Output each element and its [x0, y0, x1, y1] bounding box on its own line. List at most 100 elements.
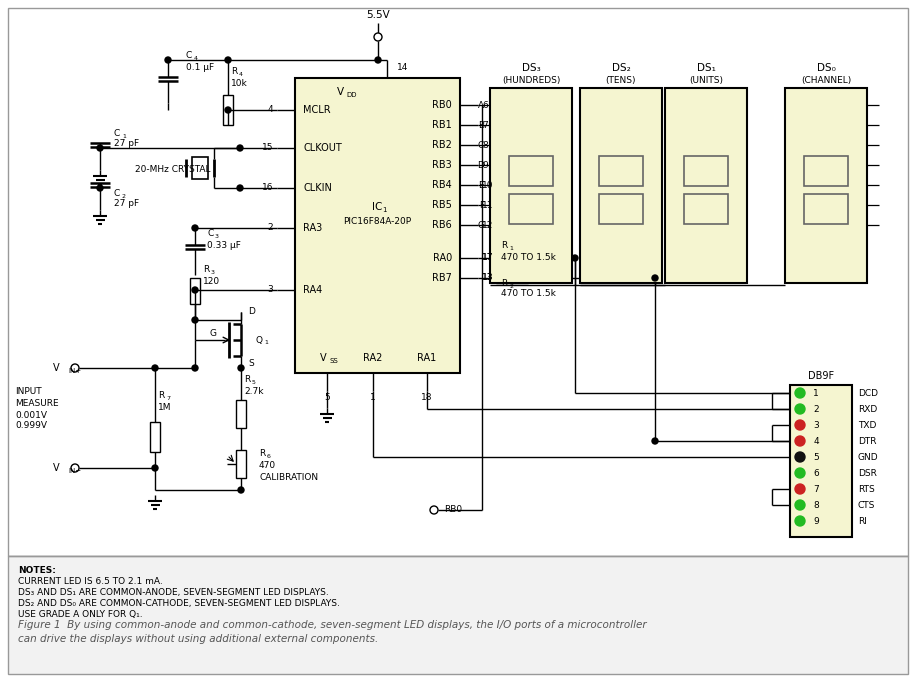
Bar	[8, 556, 908, 674]
Circle shape	[795, 404, 805, 414]
Text: 3: 3	[211, 271, 215, 275]
Text: C: C	[186, 50, 192, 60]
Text: DS₀: DS₀	[817, 63, 835, 73]
Text: 9: 9	[813, 517, 819, 526]
Text: DS₃ AND DS₁ ARE COMMON-ANODE, SEVEN-SEGMENT LED DISPLAYS.: DS₃ AND DS₁ ARE COMMON-ANODE, SEVEN-SEGM…	[18, 588, 329, 597]
Text: 5: 5	[252, 381, 255, 386]
Text: 10k: 10k	[231, 80, 248, 88]
Text: 5.5V: 5.5V	[366, 10, 390, 20]
Text: 4: 4	[239, 73, 243, 78]
Text: RB7: RB7	[432, 273, 452, 283]
Circle shape	[152, 365, 158, 371]
Text: RB2: RB2	[432, 140, 452, 150]
Text: 20-MHz CRYSTAL: 20-MHz CRYSTAL	[135, 165, 210, 175]
Circle shape	[237, 145, 243, 151]
Text: 2: 2	[267, 224, 273, 233]
Text: DS₂: DS₂	[612, 63, 630, 73]
Text: DSR: DSR	[858, 469, 877, 477]
Text: 3: 3	[215, 235, 219, 239]
Bar	[496, 273, 528, 283]
Text: F: F	[479, 201, 484, 209]
Circle shape	[572, 255, 578, 261]
Text: C: C	[478, 141, 484, 150]
Text: DCD: DCD	[858, 388, 878, 398]
Text: 1: 1	[813, 388, 819, 398]
Text: can drive the displays without using additional external components.: can drive the displays without using add…	[18, 634, 379, 644]
Circle shape	[795, 436, 805, 446]
Bar	[599, 194, 643, 224]
Text: 1: 1	[370, 392, 376, 401]
Text: 2.7k: 2.7k	[244, 388, 264, 396]
Text: IC: IC	[372, 202, 382, 212]
Text: (CHANNEL): (CHANNEL)	[800, 75, 851, 84]
Text: RB6: RB6	[432, 220, 452, 230]
Text: R: R	[244, 375, 250, 384]
Text: 3: 3	[813, 420, 819, 430]
Circle shape	[795, 388, 805, 398]
Text: R: R	[203, 265, 210, 275]
Circle shape	[795, 420, 805, 430]
Circle shape	[652, 275, 658, 281]
Text: 13: 13	[482, 273, 494, 282]
Text: R: R	[501, 279, 507, 288]
Text: 12: 12	[482, 220, 494, 230]
Circle shape	[97, 145, 103, 151]
Text: CURRENT LED IS 6.5 TO 2.1 mA.: CURRENT LED IS 6.5 TO 2.1 mA.	[18, 577, 163, 586]
Text: 10: 10	[482, 180, 494, 190]
Text: Q: Q	[255, 335, 262, 345]
Text: 0.1 μF: 0.1 μF	[186, 63, 214, 71]
Text: RA3: RA3	[303, 223, 323, 233]
Text: MCLR: MCLR	[303, 105, 331, 115]
Text: CALIBRATION: CALIBRATION	[259, 473, 318, 483]
Circle shape	[192, 365, 198, 371]
Text: 18: 18	[421, 392, 433, 401]
Text: 4: 4	[194, 56, 198, 61]
Text: 470: 470	[259, 462, 276, 471]
Text: 2: 2	[509, 284, 513, 288]
Circle shape	[795, 468, 805, 478]
Text: 4: 4	[813, 437, 819, 445]
Text: 17: 17	[482, 254, 494, 262]
Circle shape	[97, 185, 103, 191]
Text: 2: 2	[122, 194, 126, 199]
Text: 8: 8	[482, 141, 488, 150]
Text: DS₃: DS₃	[522, 63, 540, 73]
Bar	[580, 88, 662, 283]
Text: 11: 11	[482, 201, 494, 209]
Bar	[804, 156, 848, 186]
Bar	[223, 95, 233, 125]
Circle shape	[238, 487, 244, 493]
Circle shape	[192, 225, 198, 231]
Text: G: G	[210, 330, 217, 339]
Text: RA4: RA4	[303, 285, 323, 295]
Text: 16: 16	[262, 184, 273, 192]
Text: 1: 1	[382, 207, 387, 213]
Circle shape	[238, 365, 244, 371]
Text: A: A	[478, 101, 484, 109]
Text: IN−: IN−	[68, 468, 81, 474]
Text: PIC16F84A-20P: PIC16F84A-20P	[343, 216, 411, 226]
Text: RI: RI	[858, 517, 867, 526]
Text: RB4: RB4	[432, 180, 452, 190]
Circle shape	[152, 465, 158, 471]
Text: 27 pF: 27 pF	[114, 199, 139, 209]
Circle shape	[192, 287, 198, 293]
Bar	[8, 8, 908, 556]
Text: RXD: RXD	[858, 405, 878, 413]
Text: MEASURE: MEASURE	[15, 400, 59, 409]
Circle shape	[375, 57, 381, 63]
Bar	[192, 157, 208, 179]
Text: 7: 7	[166, 396, 170, 401]
Text: 1: 1	[122, 133, 126, 139]
Text: 6: 6	[813, 469, 819, 477]
Text: V: V	[337, 87, 344, 97]
Circle shape	[165, 57, 171, 63]
Text: G: G	[477, 220, 484, 230]
Bar	[236, 400, 246, 428]
Circle shape	[374, 33, 382, 41]
Bar	[790, 385, 852, 537]
Bar	[684, 156, 728, 186]
Text: 120: 120	[203, 277, 221, 286]
Circle shape	[71, 364, 79, 372]
Text: RB3: RB3	[432, 160, 452, 170]
